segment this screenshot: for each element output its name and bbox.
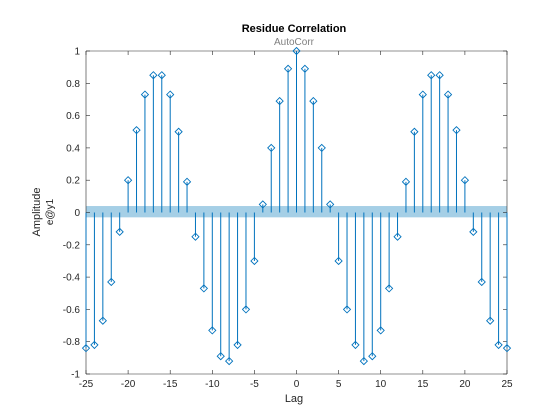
stem-marker <box>225 356 234 366</box>
stem-marker <box>250 256 259 266</box>
stem-marker <box>317 143 326 153</box>
stem-marker <box>469 227 478 237</box>
y-tick-label: 1 <box>74 47 80 58</box>
x-tick-label: -15 <box>163 379 178 390</box>
stem-marker <box>241 305 251 314</box>
stem-marker <box>166 90 175 99</box>
x-tick-label: 20 <box>459 379 471 390</box>
stem-marker <box>427 71 436 80</box>
x-tick-label: -20 <box>121 379 136 390</box>
stem-marker <box>376 326 385 335</box>
stem-marker <box>418 90 427 99</box>
stem-marker <box>435 71 444 80</box>
x-tick-label: 25 <box>501 379 513 390</box>
chart-title: Residue Correlation <box>242 23 347 35</box>
y-tick-label: -0.2 <box>63 240 81 251</box>
stem-marker <box>267 143 276 153</box>
stem-marker <box>140 90 150 99</box>
stem-marker <box>393 232 402 241</box>
y-tick-label: -0.4 <box>63 273 81 284</box>
y-tick-label: 0 <box>74 208 80 219</box>
stem-marker <box>486 316 495 325</box>
y-tick-label: 0.2 <box>66 176 80 187</box>
stem-marker <box>410 127 419 136</box>
stem-marker <box>384 284 394 293</box>
stem-marker <box>502 344 512 353</box>
y-tick-label: -1 <box>71 370 80 381</box>
stem-marker <box>123 176 133 185</box>
stem-marker <box>275 96 284 106</box>
stem-marker <box>208 326 217 335</box>
y-tick-label: 0.8 <box>66 79 80 90</box>
stem-marker <box>401 177 411 186</box>
stem-marker <box>191 232 200 241</box>
stem-marker <box>460 176 470 185</box>
stem-marker <box>359 356 368 366</box>
stem-marker <box>309 96 318 106</box>
y-tick-label: -0.6 <box>63 305 81 316</box>
x-tick-label: -25 <box>79 379 94 390</box>
chart-subtitle: AutoCorr <box>274 37 315 48</box>
stem-marker <box>292 46 301 56</box>
stem-marker <box>157 71 166 80</box>
stem-marker <box>368 352 377 361</box>
stem-marker <box>326 200 335 209</box>
stem-marker <box>300 64 310 73</box>
stem-marker <box>199 284 209 293</box>
stem-marker <box>233 340 242 350</box>
stem-marker <box>477 277 486 287</box>
y-axis-channel-label: e@y1 <box>45 198 56 225</box>
stem-marker <box>351 340 360 350</box>
stem-marker <box>443 90 453 99</box>
stem-marker <box>98 316 107 325</box>
x-tick-label: 15 <box>417 379 429 390</box>
stem-marker <box>107 277 116 287</box>
stem-marker <box>216 352 225 361</box>
y-tick-label: -0.8 <box>63 337 81 348</box>
stem-marker <box>90 340 99 350</box>
y-axis-label: Amplitude <box>31 188 43 237</box>
stem-marker <box>81 344 91 353</box>
stem-marker <box>334 256 343 266</box>
stem-marker <box>342 305 352 314</box>
stem-marker <box>258 200 267 209</box>
stem-marker <box>283 64 293 73</box>
plot-area: -25 -20 -15 -10 -5 0 5 10 15 20 25-1-0.8-0.6-0.4-0… <box>63 47 513 391</box>
y-tick-label: 0.4 <box>66 143 80 154</box>
stem-marker <box>149 71 158 80</box>
x-tick-label: 10 <box>375 379 387 390</box>
stem-marker <box>115 227 124 237</box>
stem-marker <box>132 125 141 135</box>
x-tick-label: 0 <box>294 379 300 390</box>
x-tick-label: -5 <box>250 379 259 390</box>
stem-marker <box>452 125 461 135</box>
x-tick-label: -10 <box>205 379 220 390</box>
y-tick-label: 0.6 <box>66 111 80 122</box>
stem-marker <box>182 177 192 186</box>
stem-marker <box>174 127 183 136</box>
stem-marker <box>494 340 503 350</box>
x-tick-label: 5 <box>336 379 342 390</box>
x-axis-label: Lag <box>285 393 303 405</box>
